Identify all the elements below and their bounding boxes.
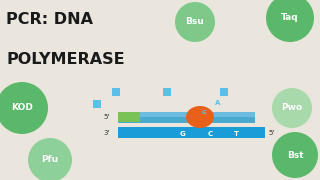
Ellipse shape — [28, 138, 72, 180]
Ellipse shape — [272, 88, 312, 128]
Bar — [118, 112, 255, 122]
Text: Pfu: Pfu — [41, 156, 59, 165]
Text: G: G — [202, 111, 206, 116]
Text: 3': 3' — [104, 130, 110, 136]
Text: PCR: DNA: PCR: DNA — [6, 12, 93, 27]
Text: 5': 5' — [104, 114, 110, 120]
Text: KOD: KOD — [11, 103, 33, 112]
Bar — [220, 88, 228, 96]
Text: G: G — [179, 131, 185, 137]
Text: Bst: Bst — [287, 150, 303, 159]
Text: Pwo: Pwo — [281, 103, 303, 112]
Ellipse shape — [0, 82, 48, 134]
Ellipse shape — [186, 106, 214, 128]
Bar — [93, 100, 101, 108]
Text: Bsu: Bsu — [186, 17, 204, 26]
Text: 5': 5' — [268, 130, 274, 136]
Bar — [118, 117, 255, 123]
Bar — [163, 88, 171, 96]
Bar — [118, 127, 265, 138]
Text: Taq: Taq — [281, 14, 299, 22]
Text: T: T — [234, 131, 238, 137]
Ellipse shape — [266, 0, 314, 42]
Ellipse shape — [272, 132, 318, 178]
Ellipse shape — [175, 2, 215, 42]
Bar — [118, 112, 140, 122]
Text: A: A — [215, 100, 221, 106]
Bar — [112, 88, 120, 96]
Text: POLYMERASE: POLYMERASE — [6, 52, 124, 67]
Text: C: C — [207, 131, 212, 137]
